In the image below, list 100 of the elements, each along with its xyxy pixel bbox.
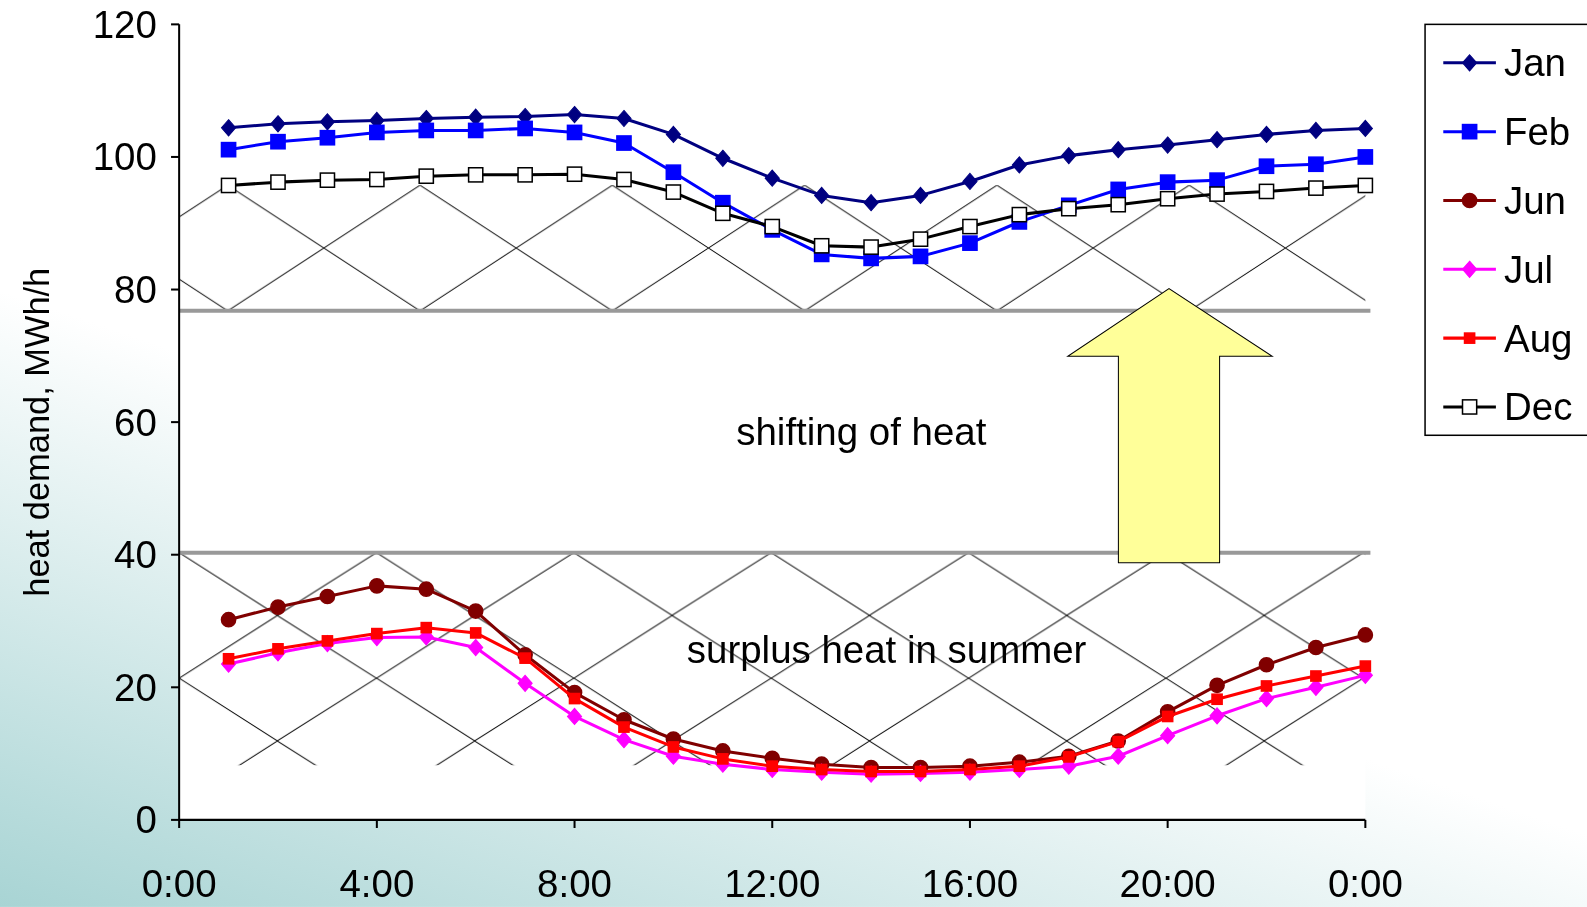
point [764, 218, 781, 235]
point [912, 248, 929, 265]
point [519, 652, 531, 664]
y-axis-title: heat demand, MWh/h [17, 267, 56, 597]
point [517, 674, 533, 692]
point [467, 167, 484, 183]
point [1308, 180, 1324, 196]
point [319, 113, 336, 131]
point [418, 581, 435, 598]
legend-label: Jan [1504, 41, 1567, 85]
point [517, 167, 533, 183]
point [566, 105, 583, 124]
point [1308, 639, 1324, 656]
x-tick-label: 8:00 [537, 861, 612, 905]
y-tick-label: 100 [92, 135, 157, 179]
point [863, 194, 879, 212]
point [371, 627, 383, 640]
point [467, 122, 484, 139]
point [1357, 119, 1373, 138]
point [1258, 125, 1275, 144]
annotation: shifting of heat [736, 410, 987, 454]
point [1211, 693, 1223, 706]
x-tick-label: 0:00 [141, 861, 217, 905]
point [1160, 136, 1176, 154]
point [1161, 710, 1174, 723]
y-tick-label: 60 [114, 400, 157, 444]
point [469, 627, 482, 639]
point [1258, 689, 1275, 708]
x-tick-label: 12:00 [724, 861, 821, 905]
point [270, 174, 286, 190]
point [1258, 656, 1275, 673]
x-tick-label: 0:00 [1327, 861, 1403, 905]
point [1159, 190, 1176, 207]
point [616, 731, 632, 749]
point [418, 122, 435, 139]
point [1011, 206, 1028, 223]
point [665, 164, 682, 181]
point [220, 177, 237, 194]
point [319, 129, 336, 146]
point [616, 135, 632, 151]
point [1209, 172, 1225, 188]
point [319, 588, 336, 605]
point [814, 186, 830, 205]
point [1159, 174, 1176, 190]
point [616, 109, 632, 128]
point [220, 119, 237, 137]
legend-label: Aug [1504, 316, 1573, 360]
point [764, 169, 780, 187]
point [270, 599, 286, 615]
point [1359, 660, 1372, 672]
point [1110, 181, 1127, 198]
point [517, 120, 533, 137]
point [467, 603, 484, 619]
point [418, 168, 435, 185]
point [1260, 680, 1273, 692]
point [220, 611, 237, 628]
legend-label: Dec [1504, 385, 1573, 429]
point [1209, 186, 1225, 202]
point [962, 218, 978, 235]
point [912, 186, 929, 205]
point [1357, 627, 1374, 643]
point [1308, 156, 1324, 173]
point [420, 621, 433, 634]
y-tick-label: 20 [114, 665, 157, 709]
point [566, 707, 583, 726]
point [665, 184, 682, 200]
point [566, 166, 583, 183]
point [1209, 131, 1225, 149]
y-tick-label: 0 [135, 798, 157, 842]
point [618, 721, 630, 733]
point [272, 643, 284, 655]
point [369, 124, 385, 141]
point [222, 652, 235, 665]
legend-label: Jul [1504, 247, 1554, 291]
legend-label: Feb [1504, 110, 1571, 154]
point [863, 239, 879, 255]
legend-label: Jun [1504, 178, 1567, 222]
point [813, 237, 830, 254]
point [369, 171, 385, 188]
y-tick-label: 80 [114, 268, 157, 311]
point [1357, 177, 1374, 194]
point [1110, 196, 1127, 213]
x-tick-label: 4:00 [339, 861, 415, 905]
y-tick-label: 120 [92, 2, 157, 46]
point [1110, 141, 1126, 159]
point [220, 141, 237, 158]
x-tick-label: 16:00 [921, 861, 1019, 905]
point [667, 741, 680, 753]
point [1308, 121, 1324, 140]
point [468, 638, 484, 657]
point [369, 578, 385, 594]
point [1258, 158, 1275, 175]
point [1061, 147, 1077, 165]
point [319, 172, 336, 188]
point [962, 235, 978, 251]
point [270, 115, 286, 133]
point [1110, 747, 1126, 765]
x-tick-label: 20:00 [1119, 861, 1216, 905]
point [665, 125, 681, 144]
point [1209, 677, 1225, 694]
